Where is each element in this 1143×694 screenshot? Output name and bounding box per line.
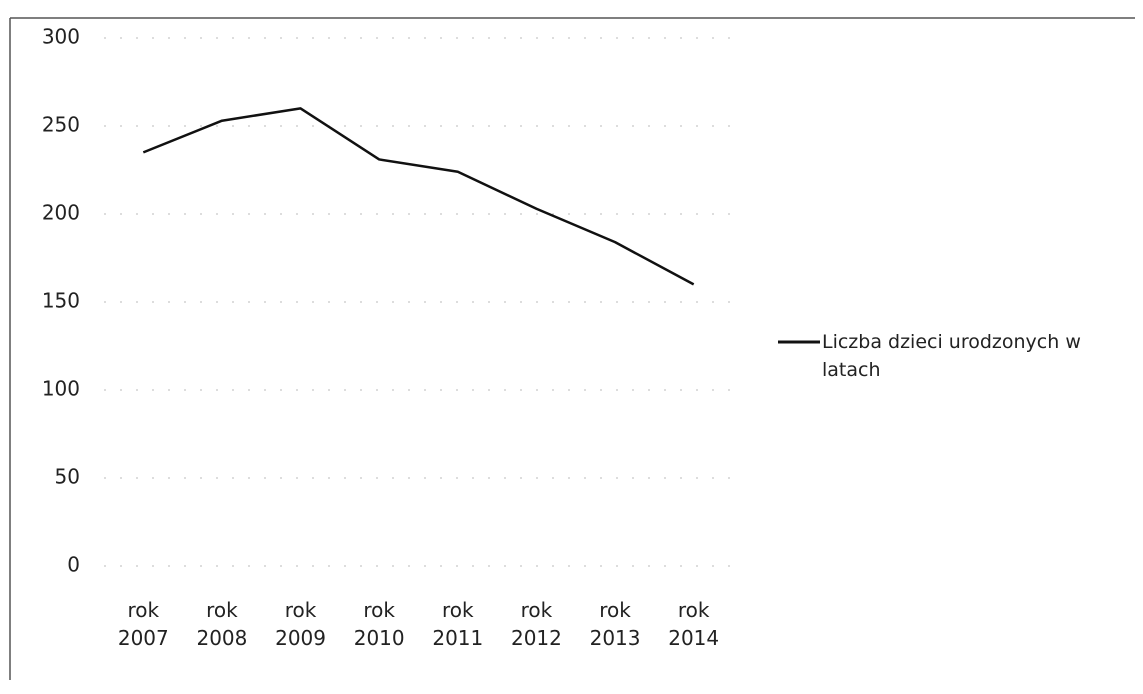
y-tick-label: 50: [55, 465, 80, 489]
x-tick-label: rok 2008: [196, 598, 248, 650]
x-tick-label: rok 2014: [668, 598, 720, 650]
legend-label: Liczba dzieci urodzonych w latach: [822, 331, 1081, 381]
data-line: [142, 107, 695, 286]
y-tick-label: 0: [67, 553, 80, 577]
y-tick-label: 100: [42, 377, 80, 401]
x-tick-label: rok 2011: [432, 598, 484, 650]
y-tick-label: 300: [42, 25, 80, 49]
x-tick-label: rok 2007: [117, 598, 169, 650]
y-tick-label: 250: [42, 113, 80, 137]
x-tick-label: rok 2012: [510, 598, 562, 650]
y-tick-label: 150: [42, 289, 80, 313]
x-tick-label: rok 2009: [275, 598, 327, 650]
y-tick-label: 200: [42, 201, 80, 225]
x-tick-label: rok 2010: [353, 598, 405, 650]
x-tick-label: rok 2013: [589, 598, 641, 650]
